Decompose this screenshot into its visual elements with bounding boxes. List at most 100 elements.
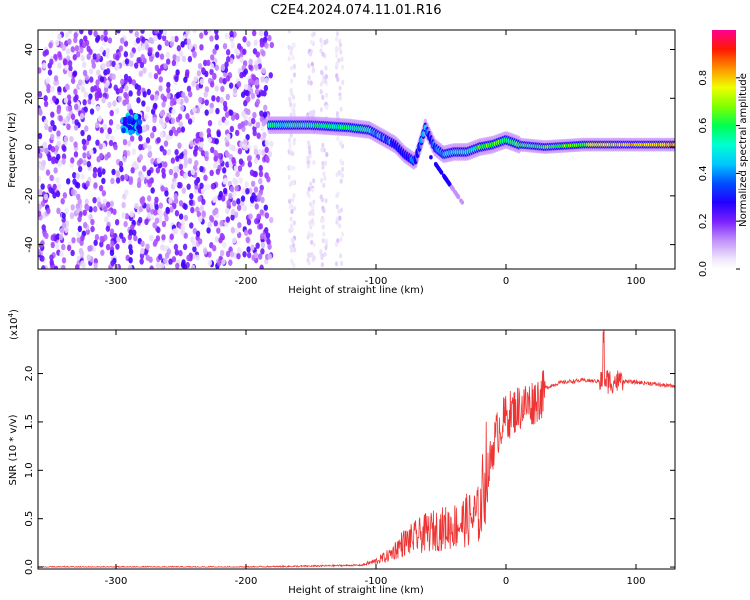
spectrogram-speckle (210, 146, 215, 154)
spectrogram-speckle (235, 170, 240, 178)
spectrogram-speckle (287, 174, 291, 180)
spectrogram-speckle (140, 198, 145, 206)
spectrogram-speckle (206, 59, 211, 67)
spectrogram-speckle (115, 63, 120, 70)
spectrogram-speckle (115, 243, 120, 250)
spectrogram-speckle (82, 69, 88, 77)
spectrogram-speckle (310, 251, 314, 258)
spectrogram-speckle (67, 60, 73, 67)
spectrogram-speckle (72, 54, 77, 61)
spectrogram-speckle (306, 159, 310, 165)
spectrogram-speckle (145, 105, 151, 113)
spectrogram-speckle (137, 45, 142, 52)
spectrogram-speckle (124, 84, 129, 92)
x-tick-label: -100 (365, 276, 388, 287)
spectrogram-blob (127, 118, 132, 125)
spectrogram-speckle (61, 212, 66, 220)
spectrogram-speckle (230, 214, 235, 221)
spectrogram-speckle (94, 234, 100, 241)
spectrogram-speckle (334, 36, 339, 42)
spectrogram-speckle (246, 251, 252, 259)
spectrogram-speckle (196, 211, 202, 218)
spectrogram-speckle (64, 64, 69, 71)
spectrogram-speckle (122, 155, 127, 163)
spectrogram-speckle (175, 155, 180, 162)
spectrogram-speckle (82, 152, 87, 159)
spectrogram-speckle (70, 157, 75, 164)
spectrogram-speckle (212, 245, 217, 252)
spectrogram-speckle (203, 59, 208, 67)
y-tick-label: 2.0 (24, 366, 35, 382)
spectrogram-speckle (194, 144, 199, 152)
spectrogram-speckle (61, 222, 67, 229)
spectrogram-speckle (73, 32, 78, 39)
spectrogram-speckle (173, 166, 178, 173)
spectrogram-speckle (95, 79, 100, 86)
spectrogram-speckle (324, 65, 328, 71)
spectrogram-speckle (97, 201, 102, 208)
spectrogram-speckle (49, 58, 54, 66)
spectrogram-speckle (38, 147, 41, 154)
spectrogram-speckle (260, 196, 265, 204)
spectrogram-speckle (86, 53, 91, 60)
spectrogram-speckle (112, 100, 117, 107)
spectrogram-speckle (139, 61, 145, 69)
spectrogram-speckle (338, 95, 342, 101)
spectrogram-speckle (157, 208, 162, 215)
spectrogram-speckle (199, 205, 204, 212)
spectrogram-speckle (119, 37, 125, 44)
spectrogram-speckle (231, 145, 236, 152)
spectrogram-speckle (203, 30, 209, 36)
spectrogram-speckle (292, 193, 296, 199)
spectrogram-speckle (103, 35, 108, 43)
spectrogram-speckle (291, 151, 295, 157)
spectrogram-speckle (214, 235, 220, 243)
spectrogram-speckle (110, 240, 115, 247)
spectrogram-speckle (243, 68, 249, 75)
spectrogram-speckle (205, 183, 211, 191)
spectrogram-speckle (225, 93, 231, 101)
spectrogram-speckle (105, 68, 111, 75)
spectrogram-speckle (105, 47, 110, 55)
colorbar-tick-label: 0.6 (698, 118, 709, 134)
spectrogram-speckle (103, 234, 108, 241)
spectrogram-speckle (229, 30, 234, 38)
spectrogram-speckle (203, 248, 208, 255)
spectrogram-speckle (292, 72, 297, 78)
spectrogram-speckle (56, 183, 62, 190)
spectrogram-speckle (152, 221, 157, 229)
spectrogram-speckle (255, 242, 260, 249)
spectrogram-speckle (340, 260, 344, 266)
spectrogram-speckle (246, 218, 252, 226)
spectrogram-speckle (92, 85, 98, 92)
colorbar-tick-label: 0.8 (698, 70, 709, 86)
snr-x-axis: -300 -200 -100 0 100 (105, 330, 646, 587)
spectrogram-speckle (257, 63, 262, 70)
spectrogram-blob (128, 129, 134, 136)
spectrogram-speckle (245, 236, 250, 244)
spectrogram-x-axis: -300 -200 -100 0 100 (105, 30, 646, 287)
spectrogram-speckle (141, 125, 147, 132)
spectrogram-speckle (311, 187, 315, 193)
spectrogram-speckle (159, 30, 164, 34)
spectrogram-speckle (174, 249, 180, 256)
spectrogram-speckle (152, 125, 157, 133)
spectrogram-speckle (201, 210, 206, 217)
spectrogram-speckle (195, 107, 201, 114)
spectrogram-speckle (225, 75, 231, 82)
spectrogram-speckle (136, 181, 142, 189)
spectrogram-speckle (312, 178, 316, 184)
spectrogram-speckle (157, 44, 162, 51)
spectrogram-speckle (308, 149, 312, 155)
spectrogram-speckle (60, 198, 65, 205)
spectrogram-speckle (253, 157, 259, 164)
spectrogram-speckle (340, 173, 345, 179)
spectrogram-blob (136, 124, 141, 131)
spectrogram-speckle (80, 54, 85, 62)
spectrogram-speckle (204, 150, 209, 158)
spectrogram-speckle (321, 142, 325, 148)
spectrogram-speckle (193, 75, 198, 83)
spectrogram-speckle (118, 86, 124, 94)
spectrogram-speckle (224, 119, 229, 126)
